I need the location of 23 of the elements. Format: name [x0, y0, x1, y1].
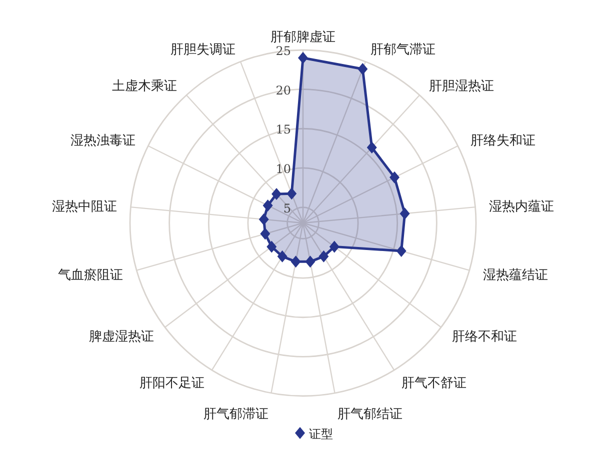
spoke-label: 肝郁气滞证: [370, 42, 436, 58]
y-tick-label: 10: [276, 162, 291, 176]
spoke-label: 湿热蕴结证: [482, 268, 548, 284]
spoke-label: 肝胆失调证: [170, 42, 236, 58]
spoke-label: 湿热中阻证: [52, 200, 117, 215]
spoke-label: 肝气郁滞证: [204, 406, 269, 422]
y-tick-label: 15: [276, 122, 291, 137]
spoke-label: 肝郁脾虚证: [270, 30, 336, 45]
spoke-label: 肝络失和证: [470, 134, 536, 149]
spoke-label: 土虚木乘证: [112, 78, 178, 94]
legend-label: 证型: [309, 427, 333, 441]
y-tick-label: 25: [276, 44, 291, 58]
spoke-label: 气血瘀阻证: [58, 268, 124, 284]
spoke-label: 湿热内蕴证: [489, 200, 554, 215]
spoke-label: 脾虚湿热证: [88, 330, 154, 345]
spoke-label: 肝胆湿热证: [428, 78, 494, 94]
y-tick-label: 20: [276, 83, 291, 98]
spoke-label: 肝络不和证: [452, 330, 518, 345]
y-tick-label: 5: [283, 201, 291, 216]
spoke-label: 肝气郁结证: [337, 406, 402, 422]
spoke-label: 肝阳不足证: [140, 376, 205, 391]
spoke-label: 肝气不舒证: [401, 376, 466, 391]
spoke-label: 湿热浊毒证: [70, 134, 136, 149]
